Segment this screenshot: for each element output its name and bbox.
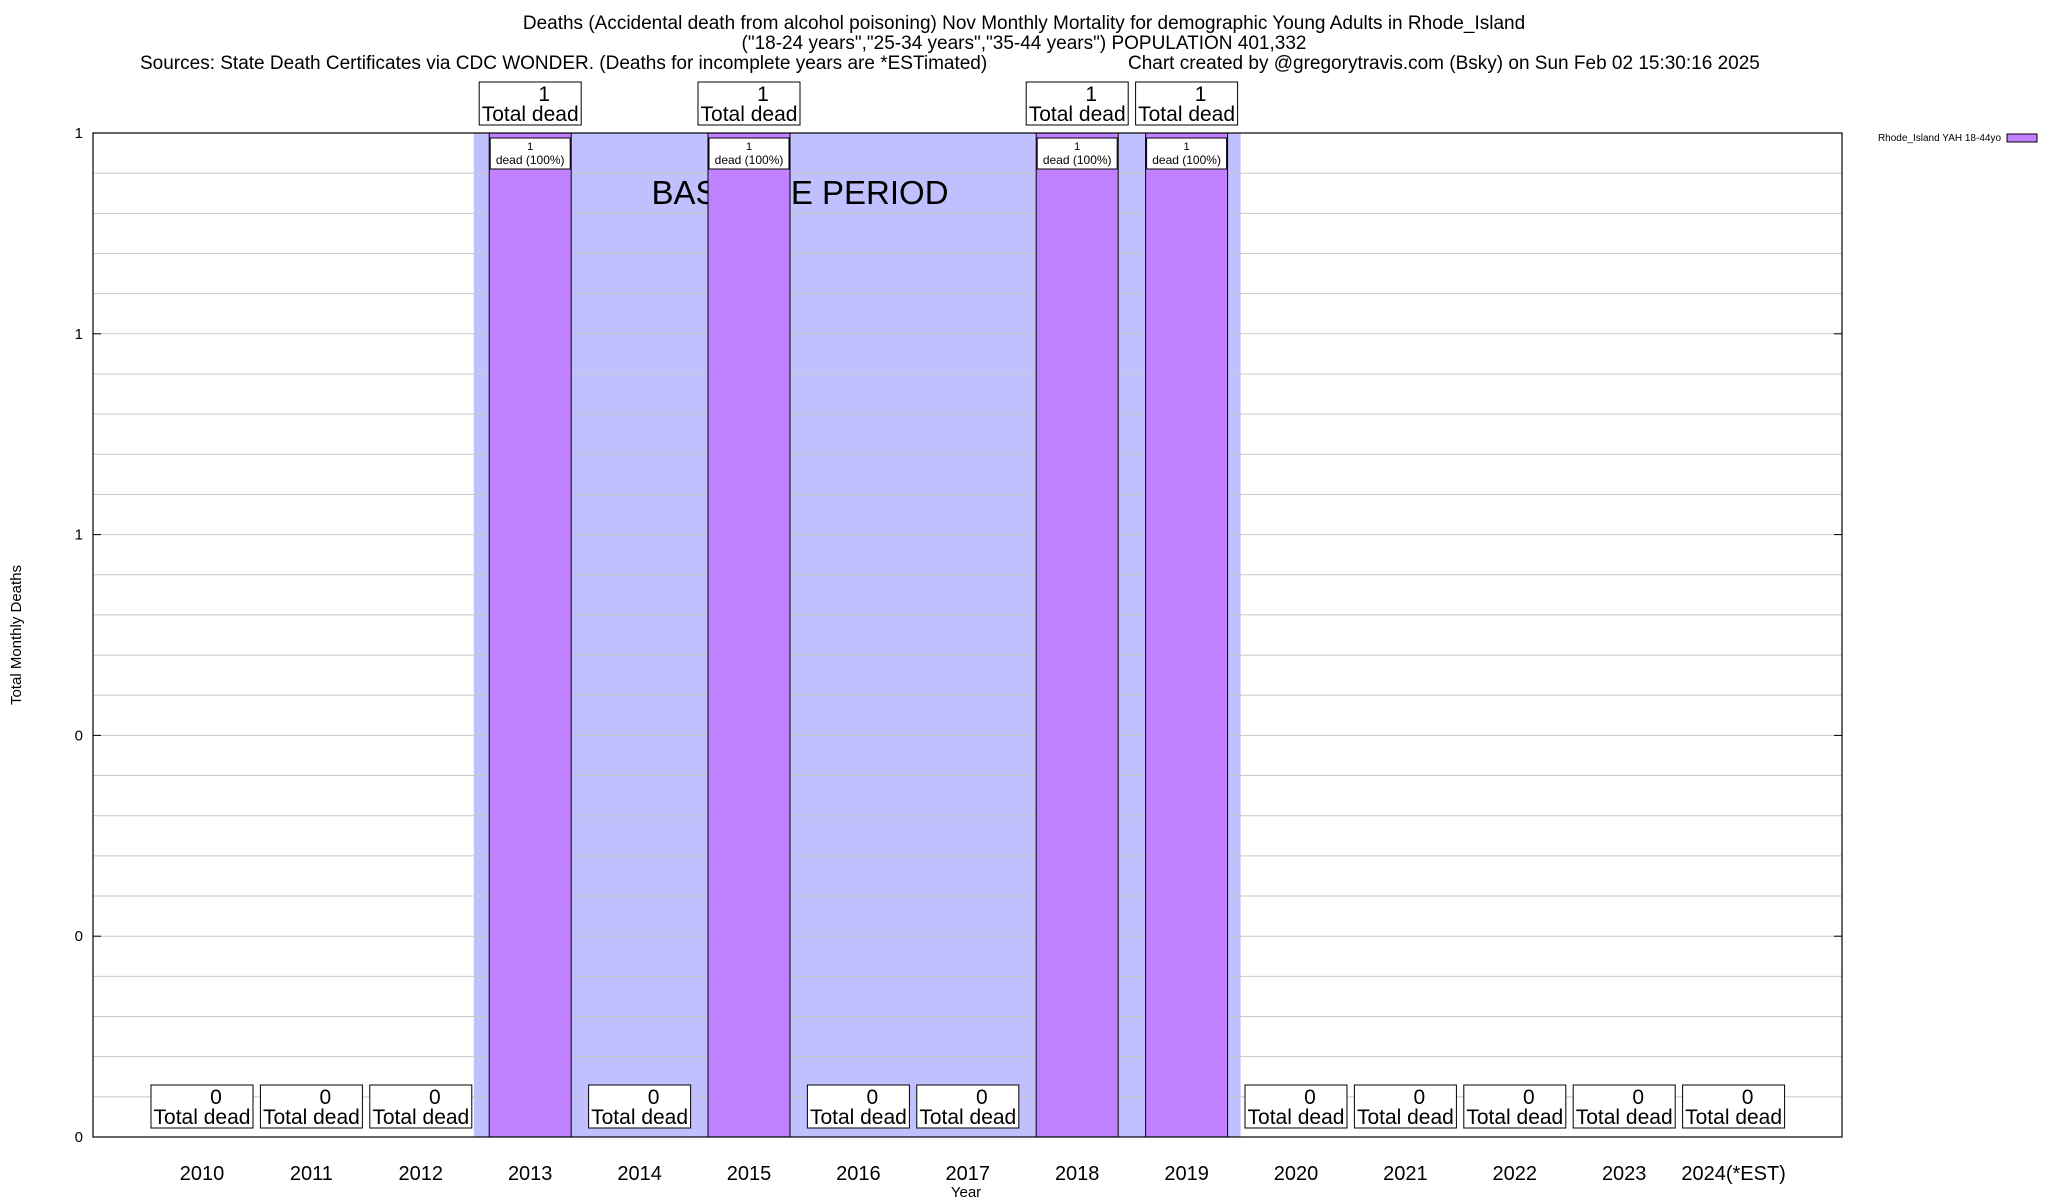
y-tick-label: 0	[75, 1129, 83, 1146]
y-tick-label: 1	[75, 125, 83, 142]
total-label-text: Total dead	[154, 1106, 251, 1129]
total-label-count: 0	[648, 1086, 660, 1109]
x-tick-label: 2020	[1274, 1163, 1319, 1185]
x-tick-label: 2011	[290, 1163, 333, 1185]
total-label-text: Total dead	[1357, 1106, 1454, 1129]
chart-titles: Deaths (Accidental death from alcohol po…	[0, 0, 2048, 80]
total-label-text: Total dead	[1029, 103, 1126, 126]
total-label-text: Total dead	[701, 103, 798, 126]
y-axis-label: Total Monthly Deaths	[8, 565, 25, 705]
x-tick-label: 2012	[399, 1163, 444, 1185]
total-label-box	[478, 81, 582, 126]
bar-label-count: 1	[527, 141, 533, 153]
x-tick-label: 2013	[508, 1163, 553, 1185]
total-label-text: Total dead	[810, 1106, 907, 1129]
total-label-count: 0	[429, 1086, 441, 1109]
x-tick-label: 2018	[1055, 1163, 1100, 1185]
total-label-count: 0	[1742, 1086, 1754, 1109]
total-label-count: 1	[1195, 83, 1207, 106]
total-label-text: Total dead	[1685, 1106, 1782, 1129]
total-label-text: Total dead	[591, 1106, 688, 1129]
total-label-count: 0	[1632, 1086, 1644, 1109]
total-label-count: 0	[867, 1086, 879, 1109]
x-tick-label: 2015	[727, 1163, 772, 1185]
total-label-text: Total dead	[372, 1106, 469, 1129]
total-label-count: 0	[320, 1086, 332, 1109]
x-tick-label: 2016	[836, 1163, 881, 1185]
total-label-count: 0	[210, 1086, 222, 1109]
total-label-box	[697, 81, 801, 126]
y-tick-label: 1	[75, 326, 83, 343]
chart-sources: Sources: State Death Certificates via CD…	[140, 53, 988, 74]
bar	[707, 132, 791, 1138]
bar-label-text: dead (100%)	[715, 153, 784, 167]
total-label-count: 1	[757, 83, 769, 106]
x-tick-label: 2019	[1164, 1163, 1209, 1185]
bar-label-count: 1	[746, 141, 752, 153]
chart-credit: Chart created by @gregorytravis.com (Bsk…	[1128, 53, 1760, 74]
total-label-text: Total dead	[1466, 1106, 1563, 1129]
x-tick-label: 2017	[946, 1163, 991, 1185]
bar	[488, 132, 572, 1138]
y-tick-label: 1	[75, 527, 83, 544]
bar-label-count: 1	[1184, 141, 1190, 153]
total-label-box	[1682, 1084, 1786, 1129]
x-tick-label: 2010	[180, 1163, 225, 1185]
bar-label-box	[489, 137, 571, 170]
x-axis-label: Year	[951, 1184, 981, 1200]
bar-label-text: dead (100%)	[1043, 153, 1112, 167]
total-label-box	[916, 1084, 1020, 1129]
total-label-text: Total dead	[482, 103, 579, 126]
total-label-box	[150, 1084, 254, 1129]
y-tick-label: 0	[75, 928, 83, 945]
total-label-box	[369, 1084, 473, 1129]
plot-frame	[92, 132, 1843, 1138]
total-label-box	[1025, 81, 1129, 126]
x-tick-label: 2022	[1493, 1163, 1538, 1185]
chart-title: Deaths (Accidental death from alcohol po…	[522, 13, 1526, 34]
total-label-box	[1572, 1084, 1676, 1129]
total-label-text: Total dead	[919, 1106, 1016, 1129]
total-label-count: 0	[1523, 1086, 1535, 1109]
total-label-text: Total dead	[1138, 103, 1235, 126]
total-label-box	[1244, 1084, 1348, 1129]
total-label-text: Total dead	[1576, 1106, 1673, 1129]
x-tick-label: 2021	[1383, 1163, 1428, 1185]
chart-subtitle: ("18-24 years","25-34 years","35-44 year…	[741, 33, 1307, 54]
total-label-box	[259, 1084, 363, 1129]
bar-label-box	[1036, 137, 1118, 170]
total-label-box	[1353, 1084, 1457, 1129]
legend-label: Rhode_Island YAH 18-44yo	[1878, 133, 2001, 144]
total-label-count: 1	[1085, 83, 1097, 106]
x-tick-label: 2024(*EST)	[1681, 1163, 1786, 1185]
total-label-text: Total dead	[263, 1106, 360, 1129]
total-label-count: 0	[1304, 1086, 1316, 1109]
total-label-box	[1463, 1084, 1567, 1129]
total-label-count: 0	[976, 1086, 988, 1109]
y-tick-label: 0	[75, 727, 83, 744]
bar-label-count: 1	[1074, 141, 1080, 153]
bar	[1145, 132, 1229, 1138]
bar-label-text: dead (100%)	[1152, 153, 1221, 167]
bar-label-box	[1146, 137, 1228, 170]
total-label-box	[1135, 81, 1239, 126]
bar-label-box	[708, 137, 790, 170]
x-tick-label: 2014	[617, 1163, 662, 1185]
bar	[1035, 132, 1119, 1138]
baseline-period-shade	[473, 133, 1241, 1137]
total-label-count: 1	[538, 83, 550, 106]
bar-label-text: dead (100%)	[496, 153, 565, 167]
legend-swatch	[2006, 133, 2038, 143]
total-label-box	[806, 1084, 910, 1129]
total-label-count: 0	[1414, 1086, 1426, 1109]
total-label-box	[588, 1084, 692, 1129]
baseline-period-label: BASELINE PERIOD	[651, 174, 948, 211]
x-tick-label: 2023	[1602, 1163, 1647, 1185]
total-label-text: Total dead	[1248, 1106, 1345, 1129]
